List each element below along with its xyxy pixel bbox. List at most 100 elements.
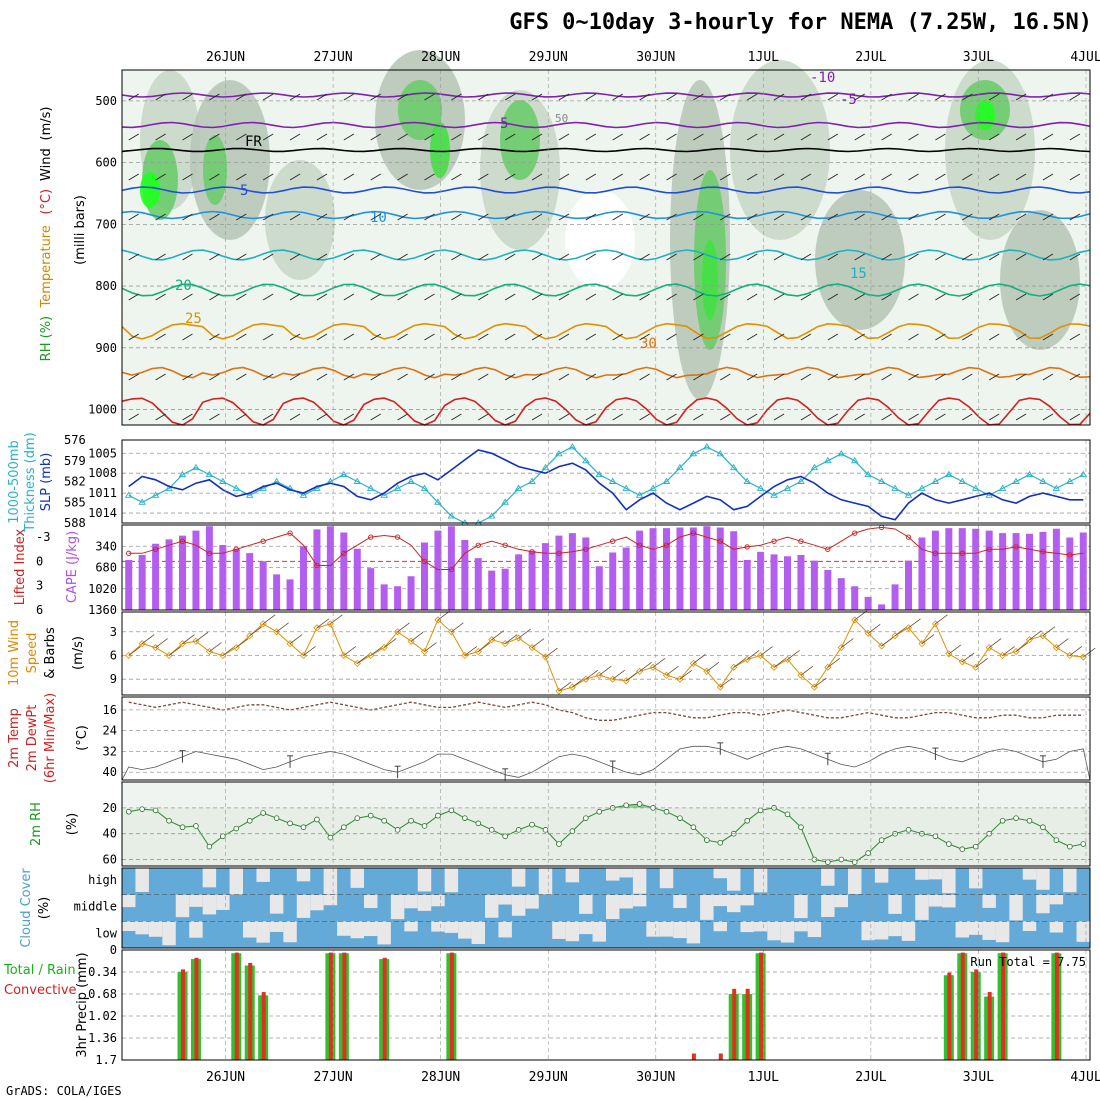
wind-barb (693, 373, 704, 381)
surface-wind-barb (478, 642, 491, 652)
panel-axis-label: 2m DewPt (25, 705, 40, 772)
thickness-point (151, 491, 160, 498)
surface-wind-barb (410, 631, 424, 642)
rh-point (946, 841, 952, 847)
wind-tick-label: 3 (110, 625, 117, 639)
cape-bar (501, 568, 509, 610)
wind-barb (478, 333, 489, 341)
wind-barb (397, 373, 408, 381)
surface-wind-barb (155, 638, 168, 648)
surface-wind-barb (249, 626, 262, 637)
cloud-clear-cell (955, 921, 969, 938)
wind-barb (962, 213, 973, 221)
surface-wind-barb (330, 614, 343, 625)
wind-barb (800, 253, 812, 261)
wind-barb (988, 333, 1000, 341)
cape-bar (945, 528, 953, 610)
wind-barb (962, 253, 973, 261)
wind-barb (155, 93, 166, 101)
cloud-row-label: low (95, 926, 117, 940)
rh-point (677, 815, 683, 821)
lifted-index-point (583, 546, 589, 552)
rh-point (798, 824, 804, 831)
wind-barb (908, 93, 919, 101)
cape-tick-label: 1360 (88, 603, 117, 617)
wind-barb (935, 253, 946, 261)
cape-bar (246, 553, 254, 610)
wind-barb (236, 373, 247, 381)
cloud-clear-cell (175, 894, 190, 918)
wind-barb (612, 333, 623, 341)
cloud-clear-cell (1049, 894, 1064, 905)
date-label-top: 28JUN (421, 50, 460, 65)
precip-convective-bar (234, 952, 239, 1060)
wind-barb (639, 253, 650, 261)
wind-barb (612, 413, 623, 421)
lifted-index-point (260, 538, 266, 544)
cape-bar (716, 527, 724, 610)
surface-wind-barb (1042, 626, 1056, 637)
cape-bar (313, 529, 321, 610)
cloud-clear-cell (498, 894, 512, 905)
wind-barb (962, 93, 973, 101)
wind-barb (316, 173, 328, 181)
wind-barb (478, 373, 489, 381)
wind-barb (531, 373, 543, 381)
wind-barb (693, 213, 704, 221)
date-label-bottom: 4JUL (1070, 1070, 1100, 1085)
wind-barb (827, 213, 839, 221)
lifted-index-point (287, 530, 293, 536)
wind-barb (209, 93, 220, 101)
wind-barb (988, 173, 1000, 181)
surface-wind-barb (1056, 638, 1069, 648)
panel-axis-label: (m/s) (71, 636, 86, 670)
rh-point (583, 815, 589, 821)
date-label-bottom: 30JUN (636, 1070, 675, 1085)
wind-barb (773, 173, 785, 181)
cloud-clear-cell (700, 894, 714, 920)
cloud-clear-cell (606, 868, 620, 881)
wind-barb (1015, 373, 1027, 381)
surface-wind-barb (504, 634, 518, 644)
wind-barb (558, 253, 570, 261)
date-label-top: 30JUN (636, 50, 675, 65)
surface-wind-barb (357, 654, 370, 664)
date-label-bottom: 3JUL (963, 1070, 994, 1085)
cape-bar (300, 546, 307, 610)
cloud-clear-cell (942, 868, 956, 894)
cape-bar (730, 531, 738, 610)
wind-barb (504, 293, 516, 301)
wind-barb (262, 373, 274, 381)
rh-low-band (122, 807, 1090, 866)
wind-barb (612, 173, 623, 181)
wind-barb (558, 133, 570, 141)
wind-barb (478, 293, 489, 301)
wind-barb (612, 213, 623, 221)
cloud-clear-cell (417, 894, 432, 911)
rh-point (152, 807, 159, 814)
isotherm-label: 5 (500, 116, 508, 132)
surface-wind-barb (316, 618, 330, 629)
surface-wind-barb (276, 622, 289, 633)
wind-barb (962, 133, 973, 141)
precip-convective-bar (987, 992, 992, 1060)
wind-barb (424, 413, 435, 421)
wind-barb (236, 133, 247, 141)
wind-barb (666, 93, 677, 101)
cloud-clear-cell (135, 921, 149, 935)
cape-bar (555, 535, 563, 610)
surface-wind-barb (343, 646, 357, 656)
rh-point (515, 827, 522, 833)
cape-bar (286, 579, 294, 610)
thickness-point (743, 477, 751, 484)
rh-point (448, 807, 455, 814)
wind-barb (854, 173, 865, 181)
wind-barb (182, 133, 193, 141)
cape-bar (219, 545, 227, 610)
wind-barb (504, 93, 516, 101)
cape-bar (353, 548, 361, 610)
wind-barb (504, 373, 516, 381)
wind-barb (935, 93, 946, 101)
rh-point (999, 817, 1006, 824)
wind-barb (262, 173, 274, 181)
